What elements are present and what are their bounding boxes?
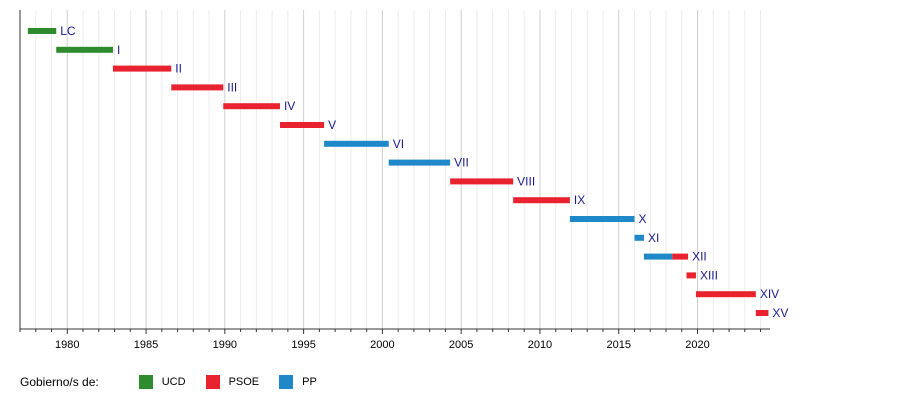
x-tick-label: 2020 (685, 339, 709, 351)
bar-viii (450, 178, 514, 185)
legend-label-psoe: PSOE (228, 376, 260, 388)
bar-label-vi: VI (393, 137, 404, 151)
bar-label-iv: IV (284, 99, 295, 113)
bar-label-xv: XV (772, 306, 788, 320)
bar-label-ix: IX (574, 193, 585, 207)
bar-label-xiv: XIV (760, 287, 779, 301)
bar-ii (112, 65, 172, 72)
x-tick-label: 1980 (55, 339, 79, 351)
x-tick-label: 2000 (370, 339, 394, 351)
bar-label-xi: XI (648, 231, 659, 245)
legend-label-pp: PP (302, 376, 317, 388)
bar-xii (643, 253, 673, 260)
bar-label-xii: XII (692, 250, 707, 264)
legend-swatch-pp (279, 375, 294, 389)
x-tick-label: 2015 (606, 339, 630, 351)
bar-xii (672, 253, 689, 260)
bars-group (27, 28, 769, 316)
legend-label-ucd: UCD (161, 376, 186, 388)
x-tick-label: 2005 (449, 339, 473, 351)
bar-iii (171, 84, 224, 91)
bar-label-viii: VIII (517, 174, 535, 188)
bar-lc (27, 28, 57, 34)
bar-label-iii: III (227, 80, 237, 94)
legend-item-ucd: UCD (138, 375, 186, 389)
legend-item-psoe: PSOE (205, 375, 260, 389)
bar-vi (324, 140, 389, 147)
bar-xiv (695, 291, 756, 298)
bar-label-lc: LC (60, 24, 76, 38)
bar-label-v: V (328, 118, 336, 132)
x-tick-label: 1990 (213, 339, 237, 351)
bar-label-ii: II (175, 62, 182, 76)
legend-swatch-psoe (205, 375, 220, 389)
bar-ix (513, 197, 570, 204)
legend-swatch-ucd (138, 375, 153, 389)
legend-title: Gobierno/s de: (20, 375, 99, 389)
bar-v (279, 122, 325, 128)
bar-x (569, 216, 635, 222)
x-tick-label: 2010 (528, 339, 552, 351)
bar-vii (388, 159, 451, 166)
bar-label-vii: VII (454, 156, 469, 170)
x-axis: 1980 1985 1990 1995 2000 2005 2010 2015 2020 (19, 10, 770, 351)
bar-xi (634, 234, 644, 241)
bar-i (56, 46, 113, 53)
bar-xiii (686, 272, 696, 279)
legend: Gobierno/s de: UCD PSOE PP (20, 372, 337, 392)
bar-label-xiii: XIII (700, 268, 718, 282)
legend-item-pp: PP (279, 375, 317, 389)
timeline-chart: 1980 1985 1990 1995 2000 2005 2010 2015 2020 LC I… (19, 10, 788, 351)
grid-lines (19, 10, 762, 329)
bar-label-x: X (638, 212, 646, 226)
bar-label-i: I (117, 43, 120, 57)
bar-xv (755, 310, 769, 316)
x-tick-label: 1995 (291, 339, 315, 351)
x-tick-label: 1985 (134, 339, 158, 351)
bar-iv (223, 103, 280, 110)
